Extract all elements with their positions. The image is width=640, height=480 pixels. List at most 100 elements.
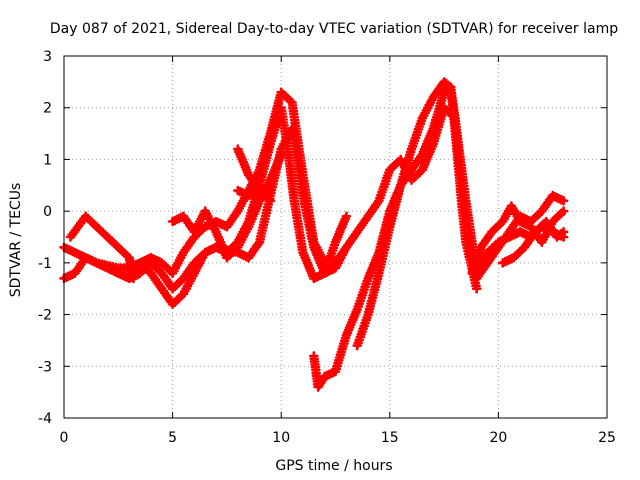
data-point xyxy=(117,271,120,275)
data-point xyxy=(292,199,296,203)
y-tick-label: 2 xyxy=(43,101,52,117)
data-point xyxy=(149,271,153,275)
data-point xyxy=(171,220,174,223)
series-8-markers xyxy=(319,102,569,278)
data-point xyxy=(334,261,337,265)
data-point xyxy=(486,261,489,265)
data-point xyxy=(95,225,98,228)
data-point xyxy=(301,251,305,254)
y-axis-label: SDTVAR / TECUs xyxy=(8,183,24,298)
data-point xyxy=(290,101,294,104)
data-point xyxy=(73,271,77,275)
data-point xyxy=(127,256,131,259)
data-point xyxy=(214,230,218,234)
data-point xyxy=(247,194,250,197)
data-point xyxy=(562,199,565,203)
data-point xyxy=(84,256,88,259)
data-point xyxy=(551,220,554,223)
series-11 xyxy=(497,216,569,268)
data-point xyxy=(501,220,505,223)
data-point xyxy=(442,90,446,94)
tick-labels: 0 5 10 15 20 25 -4 -3 -2 -1 0 1 2 3 xyxy=(38,49,616,446)
data-point xyxy=(193,271,196,275)
data-point xyxy=(377,271,381,275)
data-point xyxy=(312,240,316,244)
data-point xyxy=(388,168,392,172)
data-point xyxy=(193,261,196,265)
data-point xyxy=(132,277,135,280)
data-point xyxy=(214,220,218,223)
data-point xyxy=(475,277,478,280)
data-point xyxy=(203,209,207,213)
series-8 xyxy=(319,102,569,278)
data-point xyxy=(334,370,337,373)
data-point xyxy=(544,220,548,223)
data-point xyxy=(138,261,142,265)
data-point xyxy=(345,215,348,218)
series-4 xyxy=(167,149,286,263)
x-tick-label: 15 xyxy=(381,430,399,446)
data-point xyxy=(171,287,174,291)
data-point xyxy=(160,287,164,291)
data-point xyxy=(106,266,109,270)
data-point xyxy=(431,96,435,99)
data-point xyxy=(171,302,174,306)
data-point xyxy=(203,225,207,228)
data-point xyxy=(421,116,424,120)
data-point xyxy=(460,178,463,182)
data-point xyxy=(258,168,261,172)
data-point xyxy=(258,189,261,192)
x-tick-label: 0 xyxy=(60,430,69,446)
data-point xyxy=(366,313,370,316)
data-point xyxy=(345,246,348,249)
data-point xyxy=(486,251,489,254)
data-point xyxy=(279,152,283,156)
data-point xyxy=(247,173,250,177)
data-point xyxy=(312,277,316,280)
data-point xyxy=(540,209,544,213)
data-point xyxy=(366,215,370,218)
data-point xyxy=(106,235,109,239)
x-tick-label: 5 xyxy=(168,430,177,446)
data-point xyxy=(182,251,185,254)
data-point xyxy=(236,147,240,151)
data-point xyxy=(388,225,392,228)
data-point xyxy=(323,271,326,275)
data-point xyxy=(323,375,326,378)
data-point xyxy=(562,209,565,213)
y-tick-label: -1 xyxy=(38,256,52,272)
data-point xyxy=(258,199,261,203)
data-point xyxy=(523,246,526,249)
data-point xyxy=(286,147,290,151)
data-point xyxy=(507,230,511,234)
data-point xyxy=(95,261,98,265)
data-point xyxy=(236,209,240,213)
data-point xyxy=(466,240,470,244)
data-point xyxy=(540,240,544,244)
data-point xyxy=(301,173,305,177)
y-tick-label: 3 xyxy=(43,49,52,65)
data-point xyxy=(501,261,505,265)
data-point xyxy=(312,354,316,358)
data-point xyxy=(171,271,174,275)
data-point xyxy=(442,106,446,110)
data-point xyxy=(399,183,402,187)
x-axis-label: GPS time / hours xyxy=(275,458,392,474)
data-point xyxy=(247,225,250,228)
data-point xyxy=(534,230,537,234)
data-point xyxy=(518,220,522,223)
data-point xyxy=(410,178,413,182)
data-point xyxy=(225,256,229,259)
data-point xyxy=(555,235,559,239)
data-point xyxy=(497,246,500,249)
chart-title: Day 087 of 2021, Sidereal Day-to-day VTE… xyxy=(50,21,618,37)
data-point xyxy=(510,204,513,208)
data-point xyxy=(399,158,402,161)
data-point xyxy=(529,225,533,228)
data-point xyxy=(551,194,554,197)
data-point xyxy=(453,116,457,120)
data-series xyxy=(59,77,569,392)
data-point xyxy=(421,152,424,156)
data-point xyxy=(410,147,413,151)
